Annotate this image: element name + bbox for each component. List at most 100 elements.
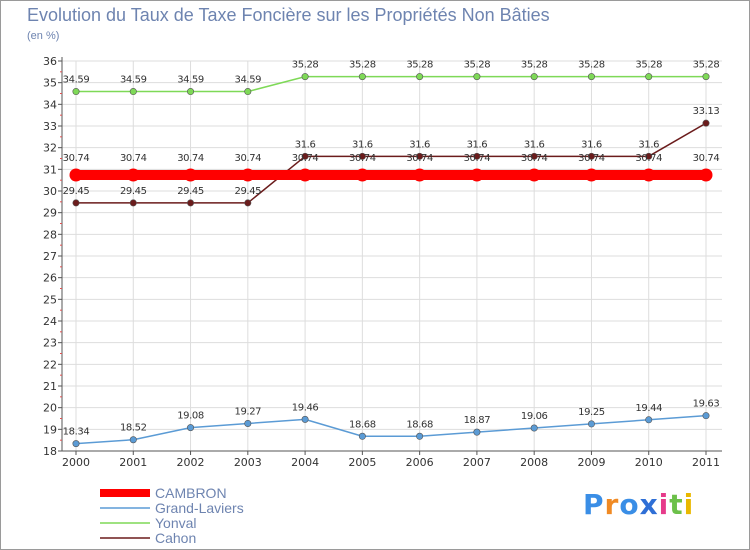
series-layer — [69, 73, 713, 448]
data-point-cahon — [473, 152, 481, 160]
legend-label-grand-laviers: Grand-Laviers — [155, 500, 244, 516]
data-label-yonval: 35.28 — [635, 60, 662, 71]
y-tick-label: 33 — [43, 120, 57, 133]
chart-title: Evolution du Taux de Taxe Foncière sur l… — [27, 5, 550, 25]
data-point-cahon — [587, 152, 595, 160]
data-point-yonval — [416, 73, 424, 81]
logo-letter: t — [669, 488, 684, 521]
data-label-cambron: 30.74 — [521, 153, 548, 164]
data-label-yonval: 35.28 — [464, 60, 491, 71]
data-label-cahon: 29.45 — [177, 186, 204, 197]
data-point-grand-laviers — [129, 436, 137, 444]
y-tick-label: 26 — [43, 272, 57, 285]
y-axis-unit-label: (en %) — [27, 30, 60, 42]
data-label-yonval: 34.59 — [234, 75, 261, 86]
y-tick-label: 32 — [43, 142, 57, 155]
data-label-cambron: 30.74 — [406, 153, 433, 164]
data-point-yonval — [129, 88, 137, 96]
data-point-yonval — [702, 73, 710, 81]
data-point-yonval — [645, 73, 653, 81]
y-tick-label: 29 — [43, 207, 57, 220]
data-point-grand-laviers — [244, 419, 252, 427]
data-point-cambron — [69, 168, 83, 182]
x-tick-label: 2000 — [62, 456, 90, 469]
legend-label-cahon: Cahon — [155, 530, 196, 546]
data-point-grand-laviers — [358, 432, 366, 440]
data-label-cahon: 29.45 — [63, 186, 90, 197]
data-point-cambron — [298, 168, 312, 182]
y-tick-label: 20 — [43, 402, 57, 415]
data-label-yonval: 35.28 — [349, 60, 376, 71]
y-tick-label: 18 — [43, 445, 57, 458]
data-point-yonval — [244, 88, 252, 96]
data-label-cambron: 30.74 — [693, 153, 720, 164]
axes: 18 19 20 21 22 23 24 25 26 27 28 29 30 31 32 33 34 35 36 20… — [43, 55, 722, 469]
data-label-cambron: 30.74 — [464, 153, 491, 164]
data-label-cambron: 30.74 — [292, 153, 319, 164]
data-point-yonval — [358, 73, 366, 81]
data-point-cambron — [241, 168, 255, 182]
x-tick-label: 2005 — [348, 456, 376, 469]
logo-letter: r — [604, 488, 620, 521]
y-tick-label: 24 — [43, 315, 57, 328]
data-point-grand-laviers — [473, 428, 481, 436]
data-point-grand-laviers — [645, 416, 653, 424]
data-point-grand-laviers — [587, 420, 595, 428]
x-tick-label: 2009 — [577, 456, 605, 469]
data-point-yonval — [530, 73, 538, 81]
y-tick-label: 19 — [43, 423, 57, 436]
data-point-cambron — [355, 168, 369, 182]
proxiti-logo: Proxiti — [583, 488, 694, 521]
data-label-yonval: 35.28 — [693, 60, 720, 71]
data-label-grand-laviers: 19.25 — [578, 407, 605, 418]
data-label-grand-laviers: 19.44 — [635, 403, 662, 414]
data-point-cahon — [187, 199, 195, 207]
logo-letter: i — [683, 488, 695, 521]
data-label-cambron: 30.74 — [349, 153, 376, 164]
data-point-cambron — [527, 168, 541, 182]
data-label-grand-laviers: 19.08 — [177, 411, 204, 422]
data-label-cambron: 30.74 — [234, 153, 261, 164]
data-point-cambron — [642, 168, 656, 182]
data-point-yonval — [187, 88, 195, 96]
y-tick-label: 34 — [43, 98, 57, 111]
data-point-cahon — [530, 152, 538, 160]
data-label-cahon: 29.45 — [234, 186, 261, 197]
data-label-yonval: 35.28 — [292, 60, 319, 71]
data-point-cambron — [184, 168, 198, 182]
data-label-cahon: 31.6 — [352, 139, 373, 150]
x-tick-label: 2010 — [635, 456, 663, 469]
x-tick-label: 2004 — [291, 456, 319, 469]
data-point-cahon — [72, 199, 80, 207]
data-point-grand-laviers — [72, 440, 80, 448]
data-label-cambron: 30.74 — [635, 153, 662, 164]
series-line-grand-laviers — [75, 414, 707, 445]
data-point-yonval — [473, 73, 481, 81]
y-tick-label: 23 — [43, 337, 57, 350]
data-point-cambron — [470, 168, 484, 182]
data-label-cahon: 31.6 — [581, 139, 602, 150]
x-tick-label: 2007 — [463, 456, 491, 469]
data-point-cahon — [301, 152, 309, 160]
data-point-cambron — [126, 168, 140, 182]
data-point-yonval — [72, 88, 80, 96]
data-label-grand-laviers: 19.63 — [693, 399, 720, 410]
logo-letter: P — [583, 488, 605, 521]
series-line-cahon — [76, 122, 707, 204]
data-label-grand-laviers: 18.87 — [464, 415, 491, 426]
logo-letter: x — [639, 488, 659, 521]
data-point-cahon — [358, 152, 366, 160]
data-label-grand-laviers: 19.46 — [292, 402, 319, 413]
data-label-yonval: 35.28 — [578, 60, 605, 71]
data-label-cahon: 31.6 — [524, 139, 545, 150]
data-label-grand-laviers: 18.68 — [349, 419, 376, 430]
data-label-grand-laviers: 18.68 — [406, 419, 433, 430]
data-point-grand-laviers — [702, 412, 710, 420]
y-tick-label: 31 — [43, 163, 57, 176]
data-point-cahon — [416, 152, 424, 160]
data-point-grand-laviers — [530, 424, 538, 432]
data-label-yonval: 35.28 — [521, 60, 548, 71]
data-label-cambron: 30.74 — [120, 153, 147, 164]
data-point-yonval — [587, 73, 595, 81]
